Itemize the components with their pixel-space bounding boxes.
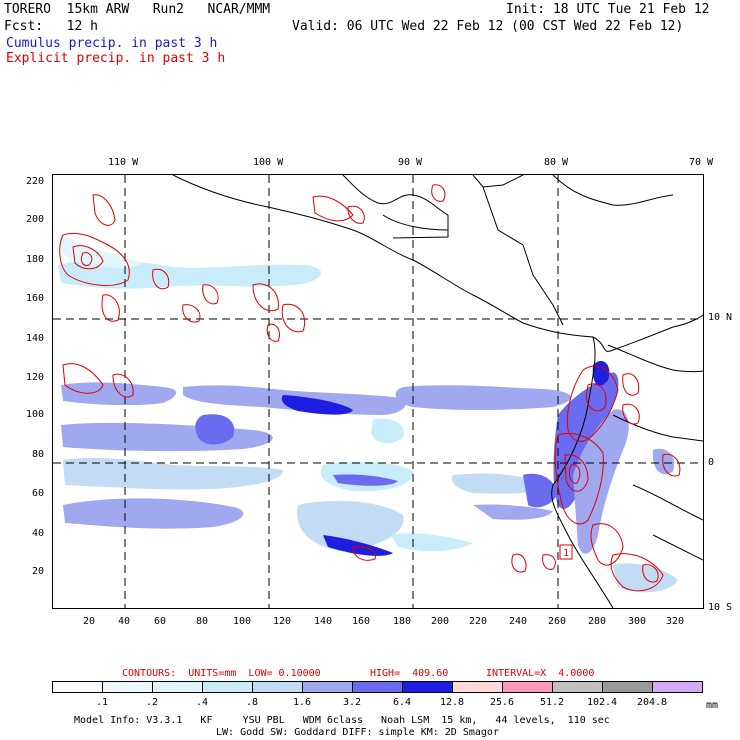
lon-label-80w: 80 W: [544, 157, 569, 168]
contours-high: HIGH= 409.60: [370, 668, 449, 679]
x-tick-100: 100: [233, 616, 252, 627]
colorbar-label: 102.4: [586, 697, 618, 708]
lon-label-70w: 70 W: [689, 157, 714, 168]
x-tick-80: 80: [196, 616, 209, 627]
x-tick-200: 200: [431, 616, 450, 627]
colorbar-swatch: [102, 681, 153, 693]
x-tick-140: 140: [314, 616, 333, 627]
colorbar-swatch: [302, 681, 353, 693]
colorbar-swatch: [352, 681, 403, 693]
x-tick-120: 120: [273, 616, 292, 627]
colorbar-label: .8: [245, 697, 259, 708]
colorbar-label: 3.2: [342, 697, 362, 708]
colorbar-label: 1.6: [292, 697, 312, 708]
y-tick-160: 160: [26, 293, 45, 304]
x-tick-160: 160: [352, 616, 371, 627]
box-marker: 1: [559, 544, 573, 560]
y-tick-20: 20: [32, 566, 45, 577]
model-info-line: Model Info: V3.3.1 KF YSU PBL WDM 6class…: [74, 715, 610, 726]
y-tick-80: 80: [32, 449, 45, 460]
colorbar-unit: mm: [706, 700, 719, 711]
x-tick-40: 40: [118, 616, 131, 627]
legend-cumulus: Cumulus precip. in past 3 h: [6, 36, 218, 51]
lon-label-90w: 90 W: [398, 157, 423, 168]
colorbar-label: .1: [95, 697, 109, 708]
x-tick-300: 300: [628, 616, 647, 627]
colorbar-label: 51.2: [539, 697, 565, 708]
coastlines: [172, 175, 703, 608]
y-tick-60: 60: [32, 488, 45, 499]
x-tick-260: 260: [548, 616, 567, 627]
colorbar-label: 12.8: [439, 697, 465, 708]
y-tick-200: 200: [26, 214, 45, 225]
x-tick-220: 220: [469, 616, 488, 627]
x-tick-20: 20: [83, 616, 96, 627]
map-canvas: 1: [53, 175, 703, 608]
colorbar-swatch: [452, 681, 503, 693]
y-tick-180: 180: [26, 254, 45, 265]
colorbar-label: 6.4: [392, 697, 412, 708]
x-tick-240: 240: [509, 616, 528, 627]
x-tick-320: 320: [666, 616, 685, 627]
colorbar-label: 204.8: [636, 697, 668, 708]
explicit-precip-contours: [59, 184, 681, 592]
y-tick-100: 100: [26, 409, 45, 420]
colorbar-label: 25.6: [489, 697, 515, 708]
lat-lon-grid: [53, 175, 703, 608]
lat-label-10n: 10 N: [708, 312, 733, 323]
cumulus-precip-field: [58, 235, 678, 593]
colorbar-swatch: [552, 681, 603, 693]
colorbar-swatch: [152, 681, 203, 693]
y-tick-120: 120: [26, 372, 45, 383]
contours-interval: INTERVAL=X 4.0000: [486, 668, 595, 679]
colorbar-swatch: [502, 681, 553, 693]
lat-label-0: 0: [708, 457, 715, 468]
lon-label-100w: 100 W: [253, 157, 284, 168]
init-time: Init: 18 UTC Tue 21 Feb 12: [506, 2, 710, 17]
x-tick-180: 180: [393, 616, 412, 627]
colorbar-swatch: [402, 681, 453, 693]
y-tick-140: 140: [26, 333, 45, 344]
legend-explicit: Explicit precip. in past 3 h: [6, 51, 226, 66]
lon-label-110w: 110 W: [108, 157, 139, 168]
colorbar-swatch: [602, 681, 653, 693]
colorbar-swatch: [252, 681, 303, 693]
colorbar-label: .2: [145, 697, 159, 708]
contours-label: CONTOURS: UNITS=mm LOW= 0.10000: [122, 668, 321, 679]
forecast-hour: Fcst: 12 h: [4, 19, 98, 34]
y-tick-40: 40: [32, 528, 45, 539]
precip-map: 1: [52, 174, 704, 609]
colorbar-swatch: [52, 681, 103, 693]
colorbar-swatch: [202, 681, 253, 693]
x-tick-60: 60: [154, 616, 167, 627]
lat-label-10s: 10 S: [708, 602, 733, 613]
colorbar-swatch: [652, 681, 703, 693]
model-title: TORERO 15km ARW Run2 NCAR/MMM: [4, 2, 271, 17]
x-tick-280: 280: [588, 616, 607, 627]
valid-time: Valid: 06 UTC Wed 22 Feb 12 (00 CST Wed …: [292, 19, 684, 34]
svg-text:1: 1: [563, 548, 569, 559]
physics-info-line: LW: Godd SW: Goddard DIFF: simple KM: 2D…: [216, 727, 499, 738]
y-tick-220: 220: [26, 176, 45, 187]
colorbar-label: .4: [195, 697, 209, 708]
